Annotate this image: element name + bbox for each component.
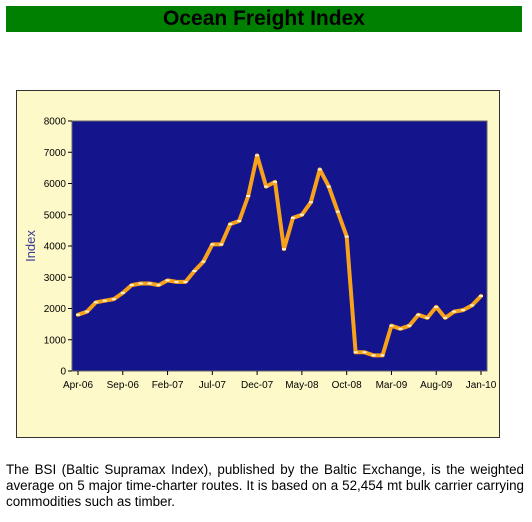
x-tick-label: Dec-07 xyxy=(241,380,274,391)
y-tick-label: 7000 xyxy=(44,148,67,159)
series-group xyxy=(76,153,483,358)
x-tick-label: Jul-07 xyxy=(199,380,227,391)
data-point xyxy=(192,270,197,272)
data-point xyxy=(84,310,89,313)
data-point xyxy=(470,304,475,307)
description-text: The BSI (Baltic Supramax Index), publish… xyxy=(6,462,524,509)
y-axis: 0 1000 2000 3000 4000 5000 6000 7000 8000 xyxy=(44,117,72,378)
data-point xyxy=(174,280,179,283)
data-point xyxy=(273,180,278,183)
data-point xyxy=(299,213,304,216)
data-point xyxy=(335,210,340,213)
y-tick-label: 5000 xyxy=(44,210,67,221)
y-tick-label: 2000 xyxy=(44,304,67,315)
data-point xyxy=(308,201,313,204)
data-point xyxy=(452,310,457,313)
data-point xyxy=(371,354,376,357)
data-point xyxy=(443,316,448,319)
data-point xyxy=(147,282,152,285)
data-point xyxy=(111,298,116,301)
x-tick-label: Aug-09 xyxy=(420,380,453,391)
page-title: Ocean Freight Index xyxy=(163,7,365,30)
data-point xyxy=(281,248,286,251)
data-point xyxy=(380,354,385,357)
data-point xyxy=(165,279,170,282)
plot-area xyxy=(71,120,488,372)
data-point xyxy=(290,216,295,219)
data-point xyxy=(344,235,349,238)
x-tick-label: Jan-10 xyxy=(466,380,497,391)
data-point xyxy=(264,185,269,188)
data-point xyxy=(76,313,80,316)
data-point xyxy=(389,324,394,327)
y-tick-label: 4000 xyxy=(44,242,67,253)
y-axis-label: Index xyxy=(23,230,38,262)
x-tick-label: Oct-08 xyxy=(332,380,362,391)
data-point xyxy=(210,243,215,246)
data-point xyxy=(228,223,233,226)
data-point xyxy=(353,351,358,354)
data-point xyxy=(246,195,251,197)
chart-frame: 0 1000 2000 3000 4000 5000 6000 7000 8000 Apr-06… xyxy=(16,90,500,438)
data-point xyxy=(183,280,188,283)
line-chart: 0 1000 2000 3000 4000 5000 6000 7000 8000 Apr-06… xyxy=(23,117,497,392)
series-line-bsi xyxy=(76,153,483,358)
data-point xyxy=(407,324,412,327)
data-point xyxy=(219,243,224,246)
data-point xyxy=(201,260,206,263)
data-point xyxy=(102,299,107,302)
data-point xyxy=(416,313,421,316)
x-tick-label: Apr-06 xyxy=(63,380,93,391)
data-point xyxy=(461,309,466,312)
x-tick-label: May-08 xyxy=(285,380,319,391)
data-point xyxy=(129,284,134,287)
data-point xyxy=(317,168,322,171)
title-banner: Ocean Freight Index xyxy=(6,6,522,32)
x-tick-label: Mar-09 xyxy=(376,380,408,391)
y-tick-label: 8000 xyxy=(44,117,67,128)
x-tick-label: Sep-06 xyxy=(107,380,140,391)
data-point xyxy=(156,284,161,287)
data-point xyxy=(255,154,260,157)
data-point xyxy=(425,316,430,319)
data-point xyxy=(138,282,143,285)
data-point xyxy=(93,301,98,304)
y-tick-label: 0 xyxy=(60,367,66,378)
data-point xyxy=(237,220,242,222)
data-point xyxy=(434,305,439,308)
data-point xyxy=(326,185,331,188)
x-tick-label: Feb-07 xyxy=(152,380,184,391)
x-axis: Apr-06 Sep-06 Feb-07 Jul-07 Dec-07 May-08 Oct-… xyxy=(63,371,497,391)
data-point xyxy=(362,351,367,354)
y-tick-label: 3000 xyxy=(44,273,67,284)
y-tick-label: 6000 xyxy=(44,179,67,190)
data-point xyxy=(120,291,125,294)
data-point xyxy=(398,327,403,330)
data-point xyxy=(479,295,483,297)
y-tick-label: 1000 xyxy=(44,335,67,346)
